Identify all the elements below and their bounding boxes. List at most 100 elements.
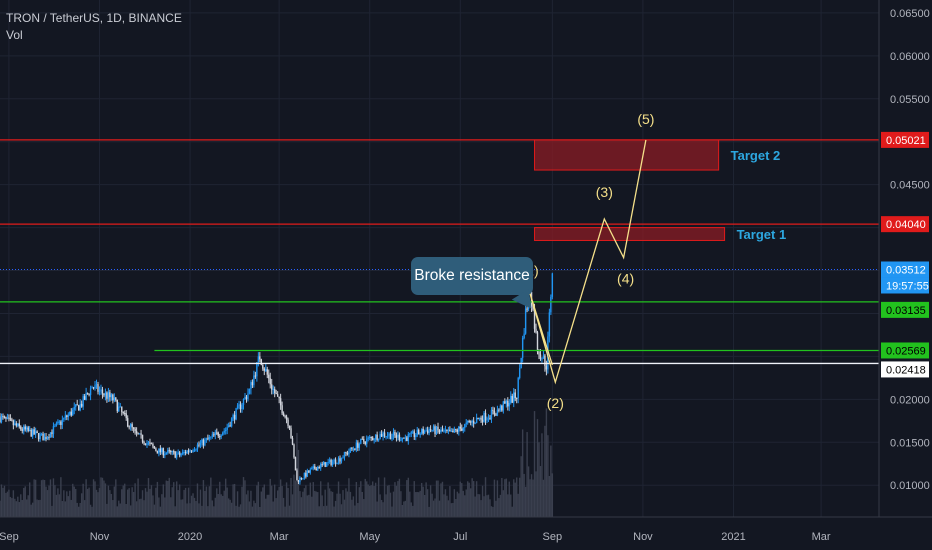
candle-body <box>132 427 135 429</box>
candle-body <box>91 387 93 389</box>
candle-body <box>342 457 344 459</box>
candle-body <box>545 366 548 370</box>
candle-body <box>282 413 285 417</box>
target-label: Target 2 <box>731 148 781 163</box>
candle-body <box>538 351 540 355</box>
volume-bar <box>383 477 386 517</box>
y-tick-label: 0.02000 <box>890 394 930 406</box>
candle-body <box>404 437 407 439</box>
candle-body <box>423 430 426 434</box>
candle-body <box>327 461 329 463</box>
candle-body <box>265 369 267 371</box>
volume-bar <box>37 500 40 517</box>
volume-bar <box>80 493 83 517</box>
candle-body <box>192 450 194 452</box>
candle-body <box>504 401 506 404</box>
volume-bar <box>72 483 74 517</box>
volume-bar <box>322 506 325 517</box>
candle-body <box>0 417 1 422</box>
volume-bar <box>27 495 29 517</box>
volume-bar <box>242 477 245 517</box>
candle-body <box>518 368 521 378</box>
volume-bar <box>294 480 297 517</box>
volume-bar <box>146 491 148 517</box>
candle-body <box>94 385 96 389</box>
candle-body <box>138 433 141 435</box>
volume-bar <box>495 500 497 517</box>
candle-body <box>514 392 516 399</box>
volume-bar <box>526 432 528 517</box>
candle-body <box>164 454 166 456</box>
volume-bar <box>305 485 307 517</box>
volume-bar <box>423 494 426 517</box>
volume-bar <box>153 504 156 517</box>
volume-bar <box>354 505 356 517</box>
candle-body <box>299 477 301 483</box>
volume-bar <box>465 489 467 517</box>
volume-bar <box>227 498 230 517</box>
price-axis[interactable]: 0.06500 0.06000 0.05500 0.04500 0.02000 0.015… <box>878 0 930 517</box>
volume-bar <box>490 506 493 517</box>
wave-label: (2) <box>547 395 564 411</box>
candle-body <box>100 389 102 391</box>
candle-body <box>155 448 157 451</box>
chart-grid <box>0 0 879 517</box>
volume-bar <box>137 478 139 517</box>
volume-bar <box>272 501 274 517</box>
volume-bar <box>222 495 224 517</box>
candle-body <box>199 442 202 445</box>
volume-bar <box>508 481 510 517</box>
volume-bar <box>103 480 105 517</box>
candle-body <box>104 392 107 396</box>
candle-body <box>496 409 499 416</box>
time-axis[interactable]: Sep Nov 2020 Mar May Jul Sep Nov 2021 Mar <box>0 516 932 543</box>
candle-body <box>31 429 34 437</box>
candle-body <box>437 426 439 431</box>
volume-bar <box>11 498 13 517</box>
candle-body <box>389 433 392 440</box>
volume-bar <box>236 491 239 517</box>
candle-body <box>61 419 64 425</box>
volume-bar <box>49 479 52 517</box>
candle-body <box>254 375 257 377</box>
volume-bar <box>257 481 260 517</box>
candle-body <box>481 419 484 422</box>
candle-body <box>419 433 421 435</box>
candle-body <box>98 390 101 392</box>
volume-bar <box>238 506 240 517</box>
candle-body <box>162 448 165 456</box>
candle-body <box>236 405 239 409</box>
volume-bar <box>409 491 411 517</box>
y-tick-label: 0.01000 <box>890 480 930 492</box>
candle-body <box>468 420 470 422</box>
candle-body <box>367 437 369 439</box>
candle-body <box>505 400 508 404</box>
volume-bar <box>91 506 93 517</box>
volume-bar <box>291 494 294 517</box>
candle-body <box>49 432 52 438</box>
candle-body <box>241 404 243 410</box>
candle-body <box>469 421 472 423</box>
volume-bar <box>388 485 390 517</box>
target-label: Target 1 <box>737 227 787 242</box>
volume-bar <box>475 481 478 517</box>
volume-bar <box>420 482 423 517</box>
candle-body <box>297 480 300 483</box>
volume-bar <box>484 477 487 517</box>
volume-bar <box>247 490 249 517</box>
candle-body <box>42 433 44 441</box>
candle-body <box>346 453 349 455</box>
volume-bar <box>459 481 461 517</box>
candle-body <box>198 444 200 446</box>
candle-body <box>410 431 412 434</box>
volume-bar <box>279 479 282 517</box>
candle-body <box>501 405 503 411</box>
volume-bar <box>0 484 3 517</box>
volume-bar <box>256 485 258 517</box>
volume-bar <box>28 482 31 517</box>
volume-bar <box>502 490 505 517</box>
candle-body <box>397 434 399 438</box>
price-tag <box>881 261 929 278</box>
candle-body <box>447 429 450 431</box>
